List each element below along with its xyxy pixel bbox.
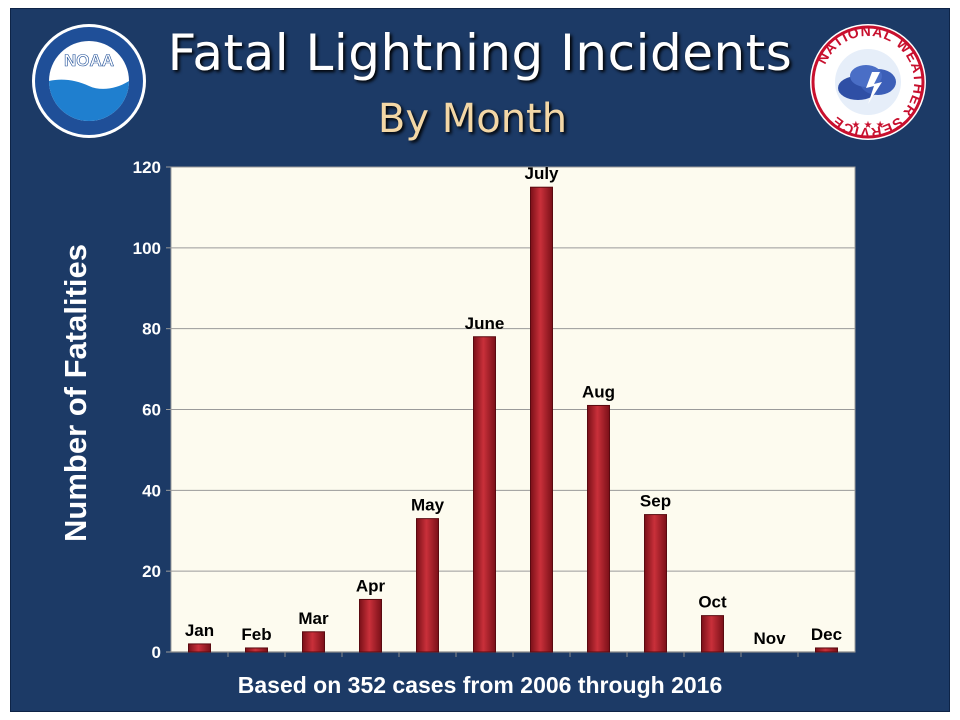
bar-label-jan: Jan bbox=[185, 621, 214, 640]
bar-dec bbox=[815, 647, 838, 653]
bar-label-feb: Feb bbox=[241, 625, 271, 644]
bar-june bbox=[473, 336, 496, 653]
bar-label-july: July bbox=[524, 164, 559, 183]
y-tick-label-2: 40 bbox=[142, 481, 161, 500]
bar-label-may: May bbox=[411, 496, 445, 515]
bar-label-nov: Nov bbox=[753, 629, 786, 648]
chart-title: Fatal Lightning Incidents bbox=[167, 24, 793, 82]
bar-may bbox=[416, 518, 439, 653]
bar-sep bbox=[644, 514, 667, 653]
bar-july bbox=[530, 186, 553, 653]
bar-label-june: June bbox=[465, 314, 505, 333]
y-tick-label-6: 120 bbox=[133, 158, 161, 177]
bar-mar bbox=[302, 631, 325, 653]
chart-subtitle: By Month bbox=[377, 96, 568, 142]
bar-jan bbox=[188, 643, 211, 653]
bar-oct bbox=[701, 615, 724, 653]
y-tick-label-0: 0 bbox=[152, 643, 161, 662]
bar-aug bbox=[587, 404, 610, 653]
y-tick-label-3: 60 bbox=[142, 401, 161, 420]
bar-label-apr: Apr bbox=[356, 576, 386, 595]
bar-apr bbox=[359, 598, 382, 653]
noaa-logo-icon: NOAA bbox=[32, 24, 146, 138]
bar-label-aug: Aug bbox=[582, 382, 615, 401]
bar-feb bbox=[245, 647, 268, 653]
chart-footnote: Based on 352 cases from 2006 through 201… bbox=[237, 672, 723, 698]
bar-label-sep: Sep bbox=[640, 492, 671, 511]
bar-label-oct: Oct bbox=[698, 593, 727, 612]
svg-text:★ ★ ★: ★ ★ ★ bbox=[851, 120, 884, 131]
y-tick-label-1: 20 bbox=[142, 562, 161, 581]
nws-logo-icon: NATIONAL WEATHER SERVICE ★ ★ ★ bbox=[810, 23, 926, 141]
noaa-logo-text: NOAA bbox=[64, 51, 114, 70]
bar-label-mar: Mar bbox=[298, 609, 329, 628]
y-tick-label-4: 80 bbox=[142, 320, 161, 339]
y-tick-label-5: 100 bbox=[133, 239, 161, 258]
bar-label-dec: Dec bbox=[811, 625, 842, 644]
